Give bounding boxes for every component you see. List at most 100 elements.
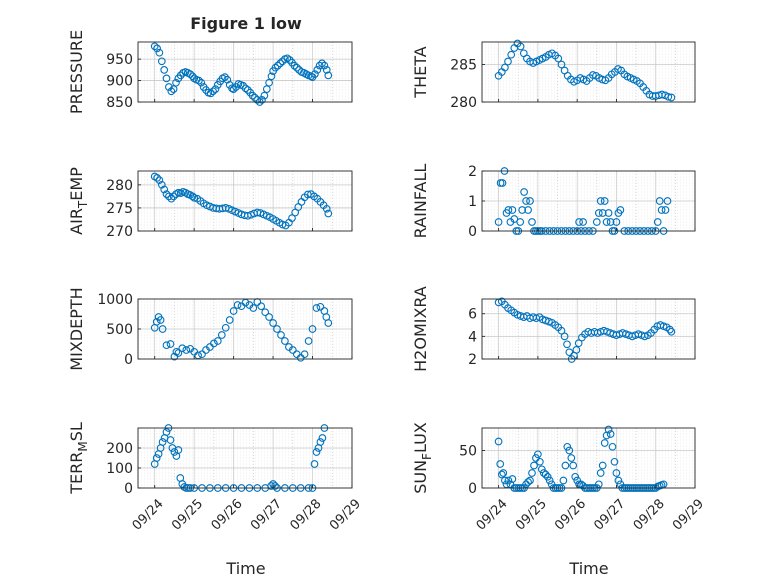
y-axis-label: H2OMIXRA xyxy=(411,286,430,372)
y-axis-label: SUNFLUX xyxy=(411,422,434,494)
data-point xyxy=(526,476,534,485)
x-tick-label: 09/25 xyxy=(513,496,550,533)
x-axis-label-left: Time xyxy=(225,559,265,578)
data-point xyxy=(167,87,176,96)
x-tick-label: 09/28 xyxy=(631,496,668,533)
data-point xyxy=(610,457,619,466)
data-point xyxy=(172,347,181,356)
subplot-7: 0 100 200 TERRMSL 09/24 09/25 09/26 09/27 09/28 0… xyxy=(67,422,364,533)
y-tick-label: 1000 xyxy=(97,292,133,308)
subplot-4: 0 1 2 RAINFALL xyxy=(411,164,696,240)
y-axis-label: MIXDEPTH xyxy=(67,287,86,370)
data-point xyxy=(174,446,183,454)
data-point xyxy=(166,340,175,348)
y-tick-label: 900 xyxy=(106,74,133,90)
data-point xyxy=(165,192,173,201)
data-point xyxy=(265,78,273,87)
data-point xyxy=(653,218,662,226)
axes-box xyxy=(137,427,353,489)
data-point xyxy=(600,439,609,447)
data-point xyxy=(667,93,676,102)
data-point xyxy=(530,461,538,470)
data-point xyxy=(663,197,672,205)
x-tick-label: 09/28 xyxy=(287,496,324,533)
data-point xyxy=(569,461,578,470)
data-point xyxy=(608,442,617,451)
data-point xyxy=(666,325,674,334)
data-point xyxy=(288,346,297,354)
data-point xyxy=(267,72,276,81)
y-tick-label: 4 xyxy=(468,329,477,345)
data-point xyxy=(165,83,173,91)
x-tick-label: 09/29 xyxy=(327,496,364,533)
data-point xyxy=(510,215,519,223)
data-point xyxy=(541,470,550,479)
data-point xyxy=(292,63,301,72)
y-tick-label: 1 xyxy=(468,194,477,210)
x-tick-label: 09/27 xyxy=(248,496,285,533)
data-point xyxy=(497,470,506,479)
data-point xyxy=(537,465,546,474)
data-point xyxy=(324,209,333,218)
data-point xyxy=(504,476,513,485)
subplot-8: 0 50 SUNFLUX 09/24 09/25 09/26 09/27 09/28 09/29 xyxy=(411,422,707,533)
y-tick-label: 0 xyxy=(468,224,477,240)
x-axis-label-right: Time xyxy=(568,559,608,578)
data-point xyxy=(567,454,576,462)
data-point xyxy=(528,469,536,477)
data-point xyxy=(265,313,273,321)
data-point xyxy=(310,460,319,468)
axes-box xyxy=(137,170,353,232)
data-point xyxy=(276,59,285,68)
y-tick-label: 0 xyxy=(124,352,133,368)
figure-title: Figure 1 low xyxy=(190,14,302,33)
y-tick-label: 6 xyxy=(468,307,477,323)
data-point xyxy=(160,66,169,74)
data-point xyxy=(507,50,516,59)
x-tick-label: 09/24 xyxy=(474,496,511,533)
x-tick-label: 09/25 xyxy=(169,496,206,533)
data-point xyxy=(606,218,615,226)
data-point xyxy=(575,218,583,226)
data-point xyxy=(169,192,178,201)
data-point xyxy=(667,327,676,336)
data-point xyxy=(170,448,179,456)
y-tick-label: 280 xyxy=(106,178,133,194)
data-point xyxy=(600,197,609,205)
data-point xyxy=(504,206,513,214)
data-point xyxy=(155,48,164,57)
x-tick-label: 09/29 xyxy=(670,496,707,533)
data-point xyxy=(209,87,217,96)
data-point xyxy=(318,59,326,68)
data-point xyxy=(598,209,607,217)
data-point xyxy=(508,206,517,214)
data-point xyxy=(262,85,271,93)
data-point xyxy=(574,339,583,348)
y-axis-label: THETA xyxy=(411,46,430,98)
data-point xyxy=(596,197,605,205)
data-point xyxy=(614,476,623,485)
data-point xyxy=(318,434,327,442)
data-point xyxy=(157,180,166,189)
data-point xyxy=(281,337,289,345)
data-point xyxy=(210,339,218,348)
subplot-1: 850 900 950 PRESSURE xyxy=(67,30,353,114)
data-point xyxy=(277,331,285,339)
x-tick-label: 09/27 xyxy=(591,496,628,533)
subplot-2: 280 285 THETA xyxy=(411,39,696,111)
data-point xyxy=(661,206,670,214)
data-point xyxy=(166,436,175,444)
y-tick-label: 500 xyxy=(106,322,133,338)
data-point xyxy=(213,337,222,345)
data-point xyxy=(178,344,187,353)
axes-box xyxy=(481,298,696,360)
data-point xyxy=(563,340,571,349)
data-point xyxy=(316,438,325,446)
data-point xyxy=(243,86,252,94)
data-point xyxy=(592,218,601,226)
data-point xyxy=(253,96,262,104)
data-point xyxy=(589,71,597,79)
data-point xyxy=(528,218,536,226)
data-point xyxy=(260,91,269,100)
